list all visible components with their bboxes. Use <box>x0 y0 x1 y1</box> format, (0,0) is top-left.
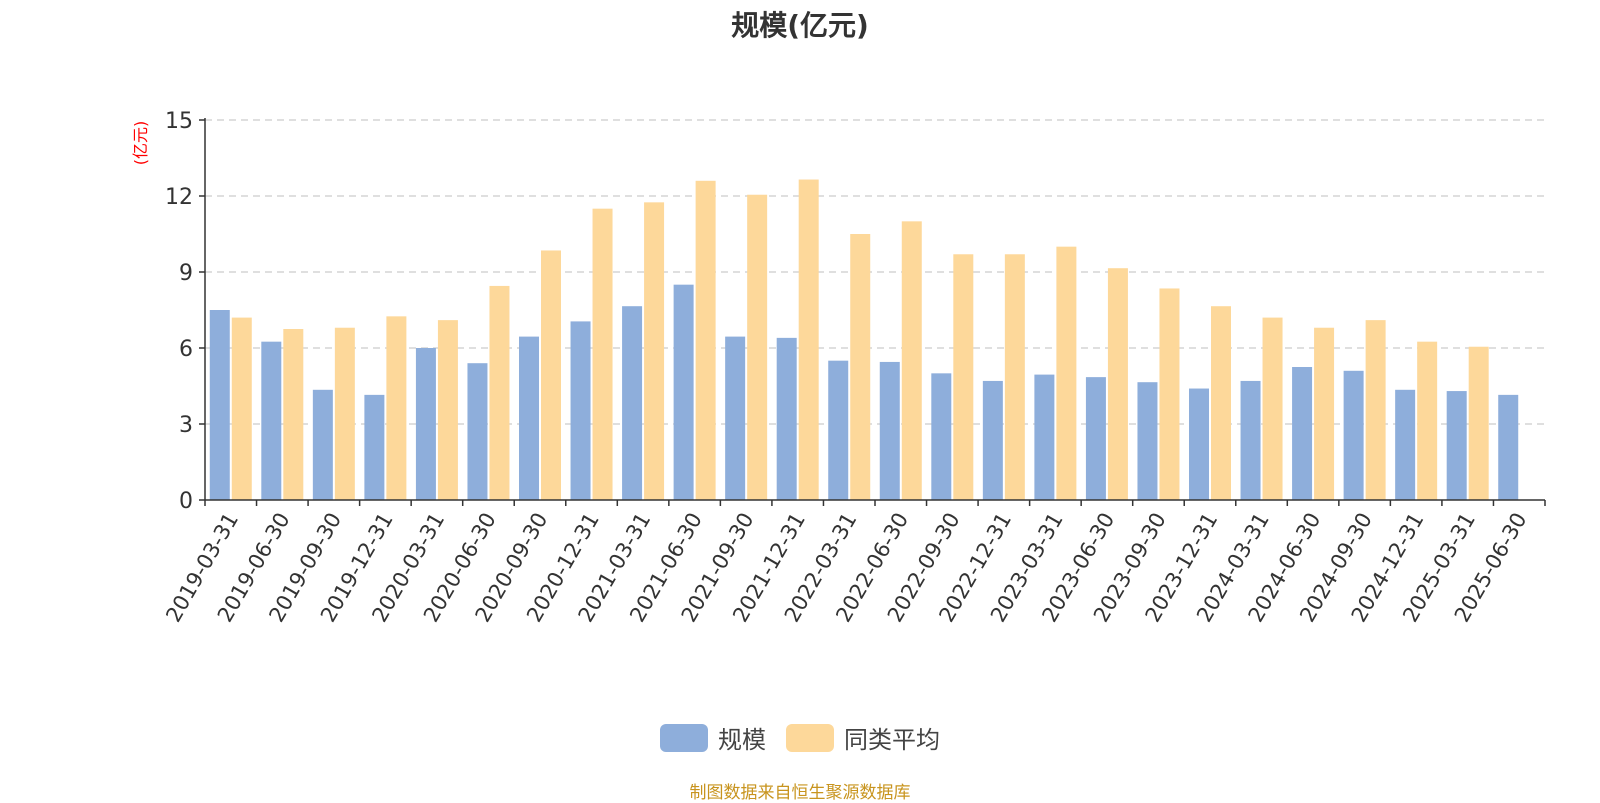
bar-scale[interactable] <box>982 380 1003 500</box>
bar-peer-average[interactable] <box>901 221 922 501</box>
bar-peer-average[interactable] <box>1004 254 1025 500</box>
bars <box>209 179 1519 501</box>
bar-scale[interactable] <box>1189 388 1209 500</box>
legend-label-peer-average: 同类平均 <box>844 726 940 754</box>
bar-peer-average[interactable] <box>1159 288 1180 500</box>
legend-label-scale: 规模 <box>718 726 766 754</box>
bar-peer-average[interactable] <box>850 234 871 500</box>
bar-peer-average[interactable] <box>1365 320 1386 500</box>
bar-peer-average[interactable] <box>334 327 355 500</box>
legend-swatch-scale <box>660 723 708 752</box>
bar-peer-average[interactable] <box>798 179 819 501</box>
y-tick-label: 12 <box>165 185 193 210</box>
bar-peer-average[interactable] <box>489 285 510 500</box>
bar-scale[interactable] <box>209 310 230 500</box>
bar-peer-average[interactable] <box>1262 317 1283 500</box>
bar-peer-average[interactable] <box>541 250 561 500</box>
bar-scale[interactable] <box>519 336 539 500</box>
bar-scale[interactable] <box>622 306 643 500</box>
legend-swatch-peer-average <box>786 723 834 752</box>
y-tick-label: 9 <box>179 261 193 286</box>
bar-scale[interactable] <box>1498 394 1519 500</box>
bar-peer-average[interactable] <box>283 329 304 500</box>
bar-peer-average[interactable] <box>437 320 458 500</box>
y-tick-label: 0 <box>179 489 193 514</box>
bar-peer-average[interactable] <box>953 254 974 500</box>
bar-peer-average[interactable] <box>231 317 252 500</box>
bar-peer-average[interactable] <box>1211 306 1231 500</box>
bar-peer-average[interactable] <box>1314 327 1335 500</box>
bar-scale[interactable] <box>570 321 591 500</box>
legend: 规模 同类平均 <box>0 720 1600 755</box>
bar-scale[interactable] <box>673 284 694 500</box>
y-tick-label: 6 <box>179 337 193 362</box>
bar-peer-average[interactable] <box>1107 268 1128 500</box>
bar-peer-average[interactable] <box>1417 341 1438 500</box>
bar-scale[interactable] <box>1292 367 1313 500</box>
bar-scale[interactable] <box>879 361 900 500</box>
y-axis-unit-label: (亿元) <box>131 121 150 166</box>
bar-peer-average[interactable] <box>1468 346 1489 500</box>
y-tick-label: 15 <box>165 109 193 134</box>
bar-scale[interactable] <box>467 363 488 500</box>
bar-peer-average[interactable] <box>386 316 407 500</box>
bar-scale[interactable] <box>1240 380 1261 500</box>
legend-item-peer-average[interactable]: 同类平均 <box>786 720 940 755</box>
bar-scale[interactable] <box>1137 382 1158 500</box>
bar-scale[interactable] <box>1446 391 1467 500</box>
bar-peer-average[interactable] <box>592 208 613 500</box>
bar-scale[interactable] <box>312 389 333 500</box>
bar-peer-average[interactable] <box>695 180 716 501</box>
bar-scale[interactable] <box>725 336 746 500</box>
bar-scale[interactable] <box>931 373 952 500</box>
bar-scale[interactable] <box>1034 374 1055 500</box>
bar-scale[interactable] <box>1085 377 1106 500</box>
bar-peer-average[interactable] <box>747 194 768 500</box>
bar-scale[interactable] <box>776 337 797 500</box>
bar-scale[interactable] <box>261 341 282 500</box>
bar-peer-average[interactable] <box>644 202 665 501</box>
bar-scale[interactable] <box>1395 389 1416 500</box>
bar-scale[interactable] <box>1343 370 1364 500</box>
bar-peer-average[interactable] <box>1056 246 1077 500</box>
chart-title: 规模(亿元) <box>731 9 869 42</box>
legend-item-scale[interactable]: 规模 <box>660 720 766 755</box>
bar-scale[interactable] <box>828 360 849 500</box>
y-tick-label: 3 <box>179 413 193 438</box>
bar-scale[interactable] <box>364 394 385 500</box>
source-note: 制图数据来自恒生聚源数据库 <box>689 783 911 803</box>
bar-scale[interactable] <box>415 348 436 500</box>
